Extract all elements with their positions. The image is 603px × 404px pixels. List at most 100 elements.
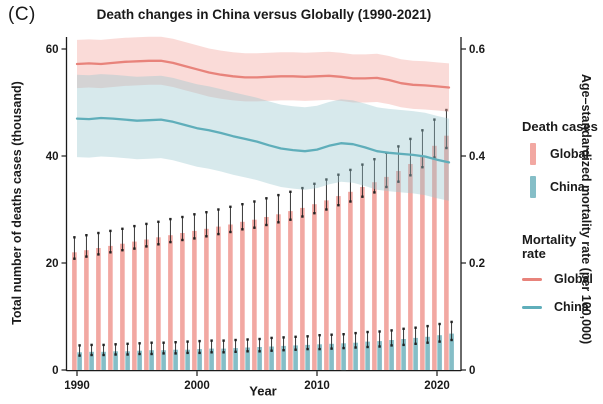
error-bar-cap <box>390 329 393 332</box>
error-bar-cap <box>366 345 369 349</box>
left-axis-title: Total number of deaths cases (thousand) <box>10 81 24 325</box>
bar-global <box>156 237 161 370</box>
error-bar-cap <box>253 200 256 203</box>
error-bar-cap <box>318 334 321 337</box>
error-bar-cap <box>306 347 309 351</box>
error-bar-cap <box>265 197 268 200</box>
error-bar-cap <box>289 190 292 193</box>
bar-china <box>341 343 346 371</box>
bar-china <box>161 350 166 370</box>
error-bar-cap <box>414 342 417 345</box>
bar-china <box>209 348 214 370</box>
error-bar-cap <box>162 352 165 355</box>
error-bar-cap <box>282 349 285 352</box>
bar-global <box>180 233 185 370</box>
error-bar-cap <box>97 231 100 235</box>
error-bar-cap <box>78 344 81 347</box>
error-bar-cap <box>289 218 292 221</box>
left-tick-label: 40 <box>46 151 59 163</box>
error-bar-cap <box>198 339 201 343</box>
error-bar-cap <box>426 341 429 344</box>
bar-global <box>276 214 281 370</box>
error-bar-cap <box>414 326 417 329</box>
error-bar-cap <box>277 221 280 224</box>
bar-global <box>372 182 377 370</box>
x-axis-title: Year <box>249 383 277 399</box>
error-bar-cap <box>205 211 208 214</box>
bar-global <box>264 217 269 370</box>
axes-layer: 0 20 40 60 0 0.2 0.4 0.6 1990 2000 2010 2020 <box>46 37 486 392</box>
bar-china <box>329 343 334 370</box>
error-bar-cap <box>450 320 453 324</box>
right-tick-label: 0.6 <box>469 44 485 56</box>
china-bar-swatch-icon <box>530 176 536 198</box>
error-bar-cap <box>162 341 165 344</box>
legend-label-china-bar: China <box>550 180 585 194</box>
global-rate-line <box>75 59 451 89</box>
bar-china <box>401 339 406 370</box>
bar-china <box>389 340 394 370</box>
bar-global <box>252 219 257 370</box>
bar-global <box>144 239 149 370</box>
bar-global <box>384 176 389 370</box>
error-bar-cap <box>169 217 172 221</box>
bar-global <box>408 164 413 370</box>
bar-china <box>221 348 226 370</box>
x-tick-label: 1990 <box>64 380 90 392</box>
bar-global <box>396 171 401 370</box>
error-bar-cap <box>330 347 333 350</box>
legend: Death cases Global China Mortality rate … <box>508 120 603 314</box>
error-bar-cap <box>169 240 172 244</box>
error-bar-cap <box>90 353 93 357</box>
error-bar-cap <box>409 137 412 141</box>
china-rate-band <box>77 74 449 201</box>
error-bar-cap <box>445 146 448 150</box>
error-bar-cap <box>265 223 268 227</box>
left-tick-label: 20 <box>46 258 59 270</box>
bar-china <box>413 337 418 370</box>
error-bar-cap <box>402 327 405 330</box>
chart-title: Death changes in China versus Globally (… <box>96 7 432 22</box>
error-bar-cap <box>150 341 153 344</box>
bar-china <box>149 350 154 370</box>
error-bar-cap <box>181 215 184 219</box>
error-bar-cap <box>174 341 177 344</box>
error-bar-cap <box>421 129 424 132</box>
legend-item-global-bar: Global <box>508 142 603 166</box>
bar-global <box>444 135 449 370</box>
right-tick-label: 0.2 <box>469 258 485 270</box>
legend-mortality-rate-title: Mortality rate <box>522 232 577 261</box>
error-bar-cap <box>385 185 388 189</box>
bands-layer <box>77 36 449 201</box>
error-bar-cap <box>270 349 273 352</box>
error-bar-cap <box>337 204 340 207</box>
left-tick-label: 60 <box>46 44 59 56</box>
bar-china <box>281 345 286 370</box>
error-bar-cap <box>102 353 105 357</box>
error-bar-cap <box>181 238 184 242</box>
error-bar-cap <box>342 346 345 350</box>
error-bar-cap <box>402 343 405 347</box>
error-bar-cap <box>234 350 237 353</box>
error-bar-cap <box>229 230 232 234</box>
bar-global <box>312 204 317 370</box>
x-tick-label: 2010 <box>304 380 330 392</box>
error-bar-cap <box>313 182 316 185</box>
error-bar-cap <box>157 220 160 223</box>
error-bar-cap <box>294 335 297 338</box>
bar-china <box>89 351 94 370</box>
legend-label-global-line: Global <box>554 272 593 286</box>
error-bar-cap <box>349 168 352 172</box>
error-bar-cap <box>210 339 213 342</box>
error-bar-cap <box>397 180 400 183</box>
error-bar-cap <box>270 336 273 340</box>
bar-china <box>233 348 238 370</box>
error-bar-cap <box>198 351 201 355</box>
bar-global <box>240 221 245 370</box>
left-tick-label: 0 <box>52 365 58 377</box>
bar-global <box>120 243 125 370</box>
panel-label: (C) <box>8 4 36 25</box>
legend-item-china-line: China <box>508 300 603 314</box>
error-bar-cap <box>133 247 136 250</box>
